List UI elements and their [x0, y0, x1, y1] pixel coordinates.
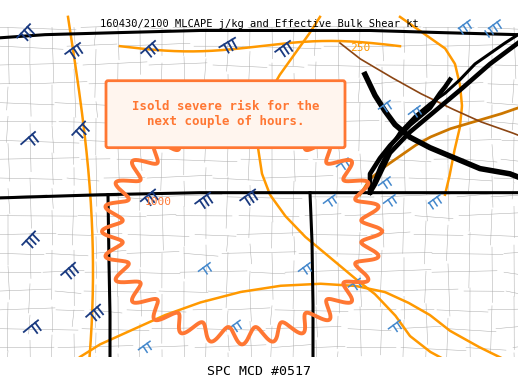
Text: 1000: 1000 — [145, 197, 172, 207]
Text: 250: 250 — [350, 43, 370, 54]
FancyBboxPatch shape — [106, 81, 345, 148]
Text: SPC MCD #0517: SPC MCD #0517 — [207, 365, 311, 378]
Text: 160430/2100 MLCAPE j/kg and Effective Bulk Shear kt: 160430/2100 MLCAPE j/kg and Effective Bu… — [99, 19, 419, 29]
Text: Isold severe risk for the
next couple of hours.: Isold severe risk for the next couple of… — [132, 100, 319, 128]
